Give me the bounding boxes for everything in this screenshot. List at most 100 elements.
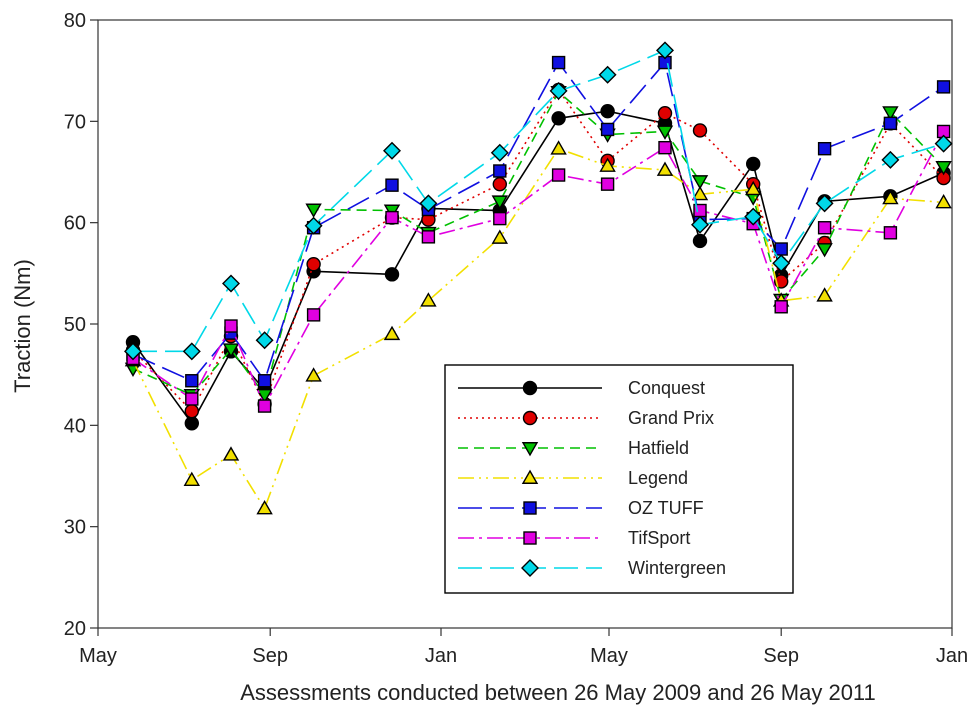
data-point xyxy=(600,122,615,137)
legend-label: TifSport xyxy=(628,528,690,548)
data-point xyxy=(598,65,617,84)
data-point xyxy=(599,157,616,172)
x-tick-label: May xyxy=(590,645,628,667)
data-point xyxy=(815,194,834,213)
legend-item: OZ TUFF xyxy=(458,498,704,518)
y-tick-label: 70 xyxy=(64,111,86,133)
data-point xyxy=(744,207,763,226)
data-point xyxy=(658,140,672,155)
y-tick-label: 40 xyxy=(64,415,86,437)
data-point xyxy=(492,176,507,192)
y-tick-label: 80 xyxy=(64,10,86,32)
data-point xyxy=(383,325,401,341)
data-point xyxy=(692,123,708,138)
series-line xyxy=(132,147,944,511)
data-point xyxy=(882,106,899,121)
y-tick-label: 50 xyxy=(64,314,86,336)
x-tick-label: Sep xyxy=(763,645,799,667)
x-tick-label: Jan xyxy=(425,645,457,667)
data-point xyxy=(306,308,321,322)
data-point xyxy=(934,134,953,153)
data-point xyxy=(124,342,142,361)
data-point xyxy=(522,410,538,426)
data-point xyxy=(744,180,762,196)
data-point xyxy=(551,168,566,182)
y-tick-label: 30 xyxy=(64,517,86,539)
data-point xyxy=(491,195,509,210)
data-point xyxy=(183,471,201,487)
data-point xyxy=(256,388,273,404)
legend-item: Hatfield xyxy=(458,438,689,458)
data-point xyxy=(600,103,615,119)
data-point xyxy=(222,446,240,461)
data-point xyxy=(551,55,566,70)
data-point xyxy=(184,416,200,431)
data-point xyxy=(182,342,201,361)
data-point xyxy=(222,274,240,293)
legend-item: Grand Prix xyxy=(458,408,714,428)
data-point xyxy=(523,531,537,545)
data-point xyxy=(385,178,399,192)
legend-item: Legend xyxy=(458,468,688,488)
series-line xyxy=(132,131,945,408)
data-point xyxy=(551,111,566,126)
data-point xyxy=(746,156,761,172)
data-point xyxy=(184,403,200,419)
data-point xyxy=(491,229,509,244)
data-point xyxy=(692,233,708,249)
data-point xyxy=(656,41,674,60)
data-point xyxy=(521,559,539,577)
data-point xyxy=(816,287,833,302)
data-point xyxy=(883,116,898,131)
legend-label: Legend xyxy=(628,468,688,488)
data-point xyxy=(882,189,899,205)
series-hatfield xyxy=(124,85,952,404)
data-point xyxy=(523,501,537,515)
data-point xyxy=(255,331,274,350)
x-tick-label: May xyxy=(79,645,117,667)
data-point xyxy=(185,392,199,406)
data-point xyxy=(774,242,788,256)
data-point xyxy=(550,140,567,155)
data-point xyxy=(881,150,900,169)
y-axis: 20 30 40 50 60 70 80 xyxy=(64,10,98,640)
data-point xyxy=(222,343,240,358)
x-tick-label: Jan xyxy=(936,645,968,667)
data-point xyxy=(935,193,952,209)
data-point xyxy=(185,374,199,388)
data-point xyxy=(384,267,400,282)
data-point xyxy=(656,125,674,140)
legend-label: OZ TUFF xyxy=(628,498,704,518)
data-point xyxy=(691,185,709,201)
data-point xyxy=(257,374,272,388)
legend-label: Grand Prix xyxy=(628,408,714,428)
legend-label: Conquest xyxy=(628,378,705,398)
data-point xyxy=(774,300,788,314)
data-point xyxy=(521,442,539,457)
data-point xyxy=(306,257,321,272)
data-point xyxy=(305,203,322,218)
data-point xyxy=(817,221,832,235)
data-point xyxy=(256,500,273,515)
series-layer xyxy=(124,41,953,515)
legend-item: TifSport xyxy=(458,528,690,548)
legend-item: Wintergreen xyxy=(458,558,726,578)
legend-item: Conquest xyxy=(458,378,705,398)
data-point xyxy=(691,175,709,190)
y-axis-title: Traction (Nm) xyxy=(10,259,35,393)
data-point xyxy=(521,469,539,484)
data-point xyxy=(657,106,673,121)
data-point xyxy=(493,164,507,178)
data-point xyxy=(304,216,323,235)
data-point xyxy=(772,254,791,273)
x-tick-label: Sep xyxy=(252,645,288,667)
legend: Conquest Grand Prix Hatfield Legend OZ TUFF T… xyxy=(444,364,794,594)
series-wintergreen xyxy=(124,41,953,361)
data-point xyxy=(522,380,538,396)
y-tick-label: 60 xyxy=(64,213,86,235)
x-axis: May Sep Jan May Sep Jan xyxy=(79,628,968,667)
data-point xyxy=(385,210,399,225)
data-point xyxy=(224,319,238,333)
data-point xyxy=(883,226,898,240)
